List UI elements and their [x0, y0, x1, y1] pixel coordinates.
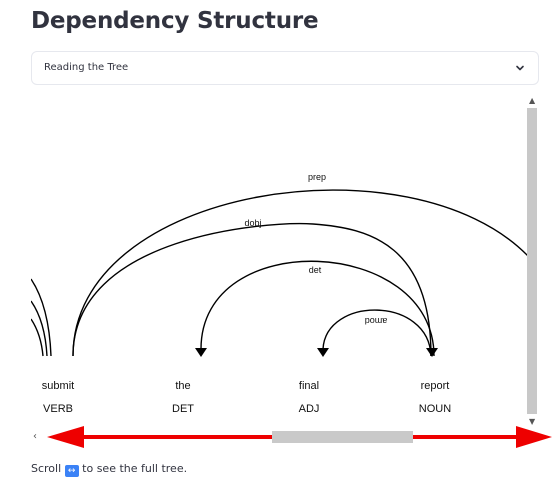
- tag-verb: VERB: [43, 403, 73, 415]
- tag-noun: NOUN: [419, 403, 451, 415]
- scroll-down-icon[interactable]: ▼: [529, 417, 536, 426]
- caption-suffix: to see the full tree.: [82, 462, 188, 475]
- token-the: the: [175, 380, 190, 392]
- token-submit: submit: [42, 380, 74, 392]
- arc-label-prep: prep: [308, 172, 326, 182]
- arc-label-det: det: [309, 265, 322, 275]
- reading-the-tree-expander[interactable]: Reading the Tree: [31, 51, 539, 85]
- arc-dobj: [72, 222, 432, 357]
- arc-det: [200, 260, 435, 357]
- vertical-scroll-thumb[interactable]: [527, 108, 537, 414]
- arc-dobj-arrowhead: [426, 348, 438, 357]
- scroll-caption: Scroll ↔ to see the full tree.: [31, 462, 187, 477]
- page-title: Dependency Structure: [31, 8, 319, 34]
- token-final: final: [299, 380, 319, 392]
- offscreen-arc-3: [31, 318, 44, 357]
- dependency-tree: prep dobj det amod submit VERB the DET f…: [31, 172, 529, 415]
- arc-det-arrowhead: [195, 348, 207, 357]
- left-right-arrow-icon: ↔: [64, 465, 79, 477]
- expander-label: Reading the Tree: [44, 62, 129, 73]
- scroll-up-icon[interactable]: ▲: [529, 96, 536, 105]
- tag-det: DET: [172, 403, 194, 415]
- horizontal-scroll-thumb[interactable]: [272, 431, 413, 443]
- arc-amod: [322, 309, 432, 357]
- arc-prep: [72, 189, 529, 357]
- chevron-down-icon[interactable]: [514, 62, 526, 74]
- tag-adj: ADJ: [299, 403, 320, 415]
- dependency-tree-viewport[interactable]: prep dobj det amod submit VERB the DET f…: [31, 96, 539, 426]
- offscreen-arc-1: [31, 278, 52, 357]
- arc-label-dobj: dobj: [244, 218, 261, 228]
- token-report: report: [421, 380, 450, 392]
- caption-prefix: Scroll: [31, 462, 62, 475]
- arc-amod-arrowhead: [317, 348, 329, 357]
- arc-label-amod: amod: [365, 316, 388, 326]
- offscreen-arc-2: [31, 300, 48, 357]
- scroll-left-icon[interactable]: ‹: [33, 431, 37, 442]
